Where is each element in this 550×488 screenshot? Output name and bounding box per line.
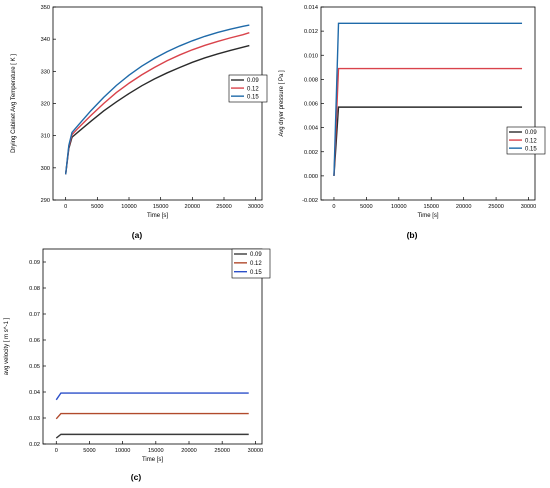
series-line-0.12 (64, 32, 250, 175)
plot-frame (320, 6, 536, 201)
legend-label: 0.12 (525, 138, 537, 144)
plot-frame (42, 248, 263, 445)
series-line-0.09 (55, 433, 249, 439)
y-tick-label: -0.002 (302, 198, 318, 204)
plot-frame (52, 6, 263, 201)
x-tick-label: 5000 (83, 448, 95, 454)
series-line-0.15 (333, 22, 523, 176)
y-tick-label: 350 (41, 5, 50, 11)
series-line-0.09 (333, 106, 523, 176)
legend-label: 0.12 (247, 86, 259, 92)
legend-label: 0.15 (250, 270, 262, 276)
x-tick-label: 10000 (121, 204, 137, 210)
x-tick-label: 30000 (521, 204, 537, 210)
series-line-0.15 (64, 24, 250, 175)
x-tick-label: 25000 (216, 204, 232, 210)
y-tick-label: 0.006 (304, 102, 318, 108)
panel-label: (a) (132, 230, 143, 240)
legend-label: 0.09 (250, 252, 262, 258)
x-tick-label: 30000 (248, 448, 264, 454)
y-tick-label: 0.05 (29, 364, 40, 370)
y-tick-label: 0.012 (304, 29, 318, 35)
legend-label: 0.12 (250, 261, 262, 267)
x-tick-label: 0 (332, 204, 335, 210)
panel-label: (b) (407, 230, 418, 240)
series-line-0.12 (55, 412, 249, 420)
y-axis-label: Avg dryer pressure [ Pa ] (279, 70, 285, 137)
x-tick-label: 20000 (181, 448, 197, 454)
panel-label: (c) (131, 472, 142, 482)
y-axis-label: Drying Cabinet Avg Temperature [ K ] (11, 54, 17, 153)
x-tick-label: 0 (64, 204, 67, 210)
x-tick-label: 20000 (456, 204, 472, 210)
series-line-0.09 (64, 44, 250, 175)
y-tick-label: 0.014 (304, 5, 318, 11)
y-tick-label: 0.004 (304, 126, 318, 132)
y-tick-label: 0.008 (304, 77, 318, 83)
chart-c-velocity: 0.02 0.03 0.04 0.05 0.06 0.07 0.08 0.09 0 5000 100… (4, 248, 271, 482)
y-axis-label: avg velocity [ m s^-1 ] (4, 317, 10, 375)
y-tick-label: 330 (41, 69, 50, 75)
y-tick-label: 0.02 (29, 442, 40, 448)
x-tick-label: 25000 (488, 204, 504, 210)
y-tick-label: 0.08 (29, 286, 40, 292)
y-tick-label: 290 (41, 198, 50, 204)
y-tick-label: 320 (41, 102, 50, 108)
y-tick-label: 0.000 (304, 174, 318, 180)
y-tick-label: 0.06 (29, 338, 40, 344)
x-tick-label: 5000 (91, 204, 103, 210)
x-axis-label: Time [s] (147, 213, 168, 219)
legend-label: 0.09 (525, 130, 537, 136)
x-tick-label: 5000 (360, 204, 372, 210)
x-tick-label: 10000 (391, 204, 407, 210)
legend-label: 0.15 (247, 94, 259, 100)
y-tick-label: 340 (41, 37, 50, 43)
y-tick-label: 310 (41, 134, 50, 140)
x-tick-label: 0 (55, 448, 58, 454)
series-line-0.15 (55, 392, 249, 401)
chart-b-pressure: -0.002 0.000 0.002 0.004 0.006 0.008 0.010 0.01… (279, 5, 546, 240)
y-tick-label: 0.07 (29, 312, 40, 318)
y-tick-label: 0.002 (304, 150, 318, 156)
x-tick-label: 10000 (115, 448, 131, 454)
x-tick-label: 30000 (248, 204, 264, 210)
x-axis-label: Time [s] (142, 457, 163, 463)
x-tick-label: 25000 (214, 448, 230, 454)
y-tick-label: 0.09 (29, 260, 40, 266)
x-tick-label: 15000 (153, 204, 169, 210)
series-line-0.12 (333, 67, 523, 176)
x-axis-label: Time [s] (417, 213, 438, 219)
legend-label: 0.15 (525, 146, 537, 152)
legend-label: 0.09 (247, 78, 259, 84)
x-tick-label: 20000 (185, 204, 201, 210)
y-tick-label: 0.03 (29, 416, 40, 422)
y-tick-label: 0.04 (29, 390, 40, 396)
y-tick-label: 0.010 (304, 53, 318, 59)
x-tick-label: 15000 (148, 448, 164, 454)
y-tick-label: 300 (41, 166, 50, 172)
x-tick-label: 15000 (423, 204, 439, 210)
chart-a-temperature: 290 300 310 320 330 340 350 0 5000 10000 15000 2000… (11, 5, 268, 240)
